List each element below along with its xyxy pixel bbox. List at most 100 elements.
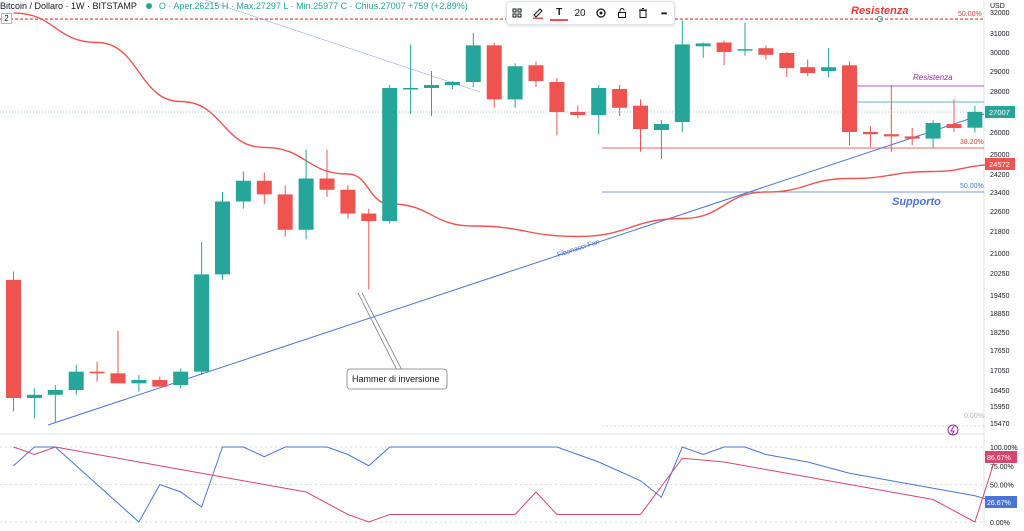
candle-down (277, 194, 293, 230)
candle-down (904, 136, 920, 139)
candle-down (256, 180, 272, 195)
hammer-label: Hammer di inversione (352, 374, 440, 384)
candle-down (361, 213, 377, 221)
candle-down (486, 45, 502, 100)
y-tick-label: 32000 (990, 10, 1010, 17)
y-tick-label: 16450 (990, 388, 1010, 395)
lightning-bolt-icon (950, 425, 955, 436)
candle-up (967, 111, 983, 128)
y-tick-label: 26000 (990, 130, 1010, 137)
candle-up (507, 66, 523, 100)
candle-up (382, 88, 398, 221)
ohlc-values: O · Aper.26215 H · Max.27297 L · Min.259… (158, 1, 468, 11)
y-tick-label: 20250 (990, 271, 1010, 278)
y-tick-label: 17650 (990, 348, 1010, 355)
y-tick-label: 19450 (990, 293, 1010, 300)
y-tick-label: 31000 (990, 31, 1010, 38)
candle-up (737, 49, 753, 51)
candle-down (862, 132, 878, 135)
settings-gear-icon[interactable] (592, 4, 610, 22)
candle-down (716, 42, 732, 52)
y-tick-label: 23400 (990, 190, 1010, 197)
drag-handle-icon[interactable] (508, 4, 526, 22)
candle-down (89, 371, 105, 374)
candle-down (883, 134, 899, 137)
fib-0-label: 0.00% (964, 413, 984, 420)
candle-down (152, 380, 168, 387)
candle-up (235, 180, 251, 202)
y-tick-label: 21800 (990, 229, 1010, 236)
osc-tick-label: 0.00% (990, 520, 1010, 526)
y-tick-label: 24200 (990, 172, 1010, 179)
oscillator-line (13, 446, 997, 523)
candle-up (925, 123, 941, 139)
candle-up (424, 85, 439, 88)
candle-up (653, 124, 669, 130)
hammer-pointer-line (357, 292, 398, 371)
candle-up (68, 371, 84, 390)
y-tick-label: 15470 (990, 421, 1010, 428)
lock-icon[interactable] (613, 4, 631, 22)
ma-price-tag (985, 158, 1015, 170)
candle-up (695, 43, 711, 47)
pencil-color-icon[interactable] (529, 4, 547, 22)
candle-down (549, 82, 565, 112)
osc-blue-tag (985, 495, 1017, 508)
osc-tick-label: 75.00% (990, 464, 1014, 471)
osc-tick-label: 100.00% (990, 445, 1018, 452)
resistenza-mid-label: Resistenza (913, 73, 953, 82)
candle-down (800, 67, 816, 73)
candle-down (110, 373, 126, 384)
osc-red-tag (985, 450, 1017, 463)
candle-down (946, 124, 962, 128)
y-tick-label: 28000 (990, 89, 1010, 96)
y-tick-label: 15950 (990, 404, 1010, 411)
osc-tick-label: 50.00% (990, 483, 1014, 490)
candle-down (612, 89, 628, 108)
candle-up (215, 201, 230, 275)
candle-up (26, 394, 42, 398)
moving-average-line (13, 12, 996, 238)
fib-50-label: 50.00% (960, 183, 984, 190)
drawing-toolbar: T 20 ••• (506, 1, 675, 25)
fib-fan-upper-line (204, 0, 481, 93)
lightning-icon (947, 424, 959, 436)
ma-price-text: 24572 (989, 160, 1010, 169)
candle-up (444, 82, 460, 85)
text-color-icon[interactable]: T (550, 5, 569, 21)
candle-up (591, 88, 607, 115)
resistenza-top-label: Resistenza (851, 5, 908, 17)
current-price-tag (985, 106, 1015, 118)
candle-up (403, 88, 419, 90)
candle-down (779, 52, 795, 69)
y-tick-label: 21000 (990, 251, 1010, 258)
candle-down (340, 189, 356, 214)
candle-down (842, 65, 857, 132)
symbol-label: Bitcoin / Dollaro · 1W · BITSTAMP (0, 1, 137, 11)
osc-blue-value: 26.67% (987, 500, 1011, 507)
candle-up (47, 390, 63, 395)
oscillator-line (13, 446, 996, 523)
candle-up (465, 45, 481, 82)
fib-fan-lower-line (47, 113, 985, 426)
legend-header: Bitcoin / Dollaro · 1W · BITSTAMP O · Ap… (0, 0, 468, 12)
candle-down (570, 112, 586, 115)
current-price-text: 27007 (989, 108, 1010, 117)
fib-382-label: 38.20% (960, 139, 984, 146)
supporto-label: Supporto (892, 196, 941, 208)
fib-fan-label: Fibonacci Fan (556, 239, 600, 259)
trash-icon[interactable] (634, 4, 652, 22)
fib-50-top-label: 50.00% (958, 11, 982, 18)
collapse-badge[interactable]: 2 (1, 13, 12, 24)
font-size-value[interactable]: 20 (574, 7, 586, 19)
candle-down (633, 105, 648, 129)
candle-down (758, 48, 774, 55)
candle-down (6, 279, 21, 398)
candle-down (319, 178, 335, 190)
y-tick-label: 17050 (990, 368, 1010, 375)
marker-circle-icon (877, 16, 883, 22)
y-tick-label: 30000 (990, 50, 1010, 57)
more-options-icon[interactable]: ••• (660, 8, 667, 18)
